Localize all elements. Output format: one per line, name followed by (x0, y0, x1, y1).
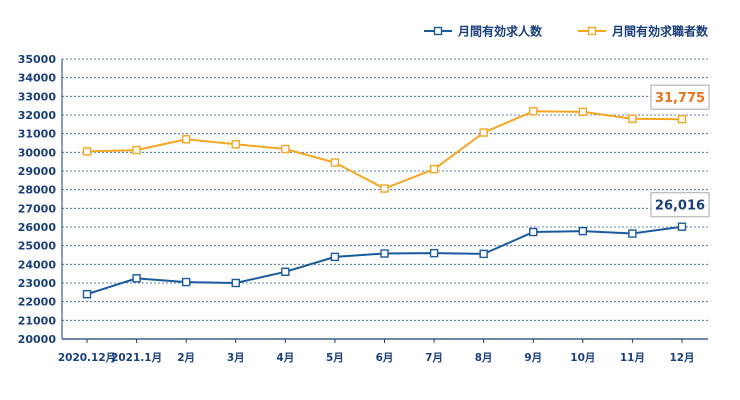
x-tick-label: 2021.1月 (111, 352, 162, 364)
y-tick-label: 35000 (18, 53, 57, 66)
data-point (132, 145, 141, 155)
y-tick-label: 28000 (18, 184, 57, 197)
y-tick-label: 32000 (18, 109, 57, 122)
y-tick-label: 22000 (18, 296, 57, 309)
data-point (231, 278, 240, 288)
data-point (677, 222, 687, 231)
series-lines (82, 107, 687, 299)
callout-value: 26,016 (655, 199, 705, 214)
data-point (529, 107, 538, 116)
data-point (628, 229, 637, 238)
callout-box (650, 84, 710, 110)
data-point (181, 135, 191, 144)
x-tick-label: 4月 (276, 352, 294, 364)
x-tick-label: 7月 (425, 352, 443, 364)
y-axis: 20000 21000 22000 23000 24000 25000 26000 27000… (18, 53, 63, 346)
y-tick-label: 34000 (18, 72, 57, 85)
y-tick-label: 30000 (18, 146, 57, 159)
data-point (429, 164, 439, 174)
x-tick-label: 3月 (227, 352, 245, 364)
legend: 月間有効求人数 月間有効求職者数 (424, 24, 709, 39)
data-point (380, 249, 389, 258)
data-point (281, 267, 290, 276)
y-tick-label: 31000 (18, 128, 57, 141)
x-tick-label: 9月 (524, 352, 542, 364)
data-point (380, 184, 389, 193)
x-tick-label: 2月 (177, 352, 195, 364)
legend-label: 月間有効求人数 (457, 24, 543, 39)
data-point (677, 114, 687, 124)
x-tick-label: 10月 (570, 352, 595, 364)
data-point (578, 226, 588, 236)
data-point (231, 140, 240, 149)
series-line-0 (86, 225, 683, 296)
y-tick-label: 24000 (18, 258, 57, 271)
x-tick-label: 2020.12月 (58, 352, 116, 364)
data-point (330, 252, 340, 262)
grid-lines (62, 58, 708, 340)
x-tick-label: 8月 (475, 352, 493, 364)
legend-marker (433, 26, 443, 36)
data-point (82, 290, 92, 299)
value-callouts: 31,775 26,016 (650, 84, 710, 218)
y-tick-label: 25000 (18, 240, 57, 253)
data-point (82, 147, 92, 156)
y-tick-label: 21000 (18, 314, 57, 327)
data-point (529, 227, 538, 237)
x-tick-label: 11月 (620, 352, 645, 364)
x-tick-label: 12月 (669, 352, 694, 364)
y-tick-label: 26000 (18, 221, 57, 234)
data-point (132, 274, 141, 283)
data-point (429, 248, 439, 258)
callout-box (650, 192, 710, 218)
data-point (578, 107, 588, 117)
callout-value: 31,775 (655, 91, 705, 106)
y-tick-label: 20000 (18, 333, 57, 346)
y-tick-label: 23000 (18, 277, 57, 290)
y-tick-label: 33000 (18, 90, 57, 103)
y-tick-label: 27000 (18, 202, 57, 215)
legend-label: 月間有効求職者数 (611, 24, 709, 39)
x-tick-label: 6月 (376, 352, 394, 364)
data-point (628, 114, 637, 123)
legend-marker (587, 26, 597, 36)
data-point (181, 277, 191, 287)
series-line-1 (86, 110, 683, 190)
data-point (281, 144, 290, 154)
data-point (479, 128, 488, 137)
y-tick-label: 29000 (18, 165, 57, 178)
data-point (330, 158, 340, 167)
x-tick-label: 5月 (326, 352, 344, 364)
data-point (479, 249, 488, 259)
